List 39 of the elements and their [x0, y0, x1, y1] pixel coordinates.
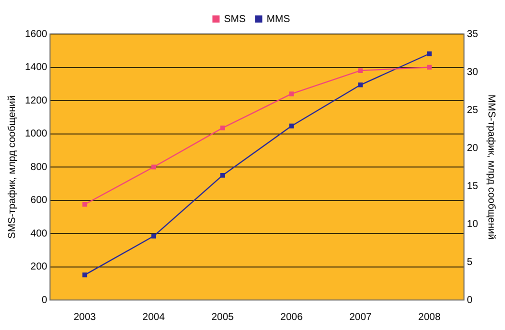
y2-tick-label: 15	[466, 180, 478, 192]
y2-tick-label: 10	[466, 218, 478, 230]
y-tick-label: 200	[30, 262, 48, 272]
point	[358, 82, 363, 88]
point	[82, 202, 88, 207]
x-tick-label: 2005	[211, 312, 234, 323]
y-tick-label: 0	[42, 294, 48, 306]
y2-tick-label: 30	[466, 66, 478, 78]
y2-tick-label: 20	[466, 142, 478, 154]
y2-tick-label: 5	[466, 256, 473, 268]
y2-tick-label: 35	[466, 28, 478, 40]
point	[220, 172, 225, 178]
y-tick-label: 1400	[24, 62, 48, 73]
legend-label: SMS	[224, 14, 246, 25]
point	[358, 68, 363, 73]
y-tick-label: 400	[30, 228, 48, 240]
legend-label: MMS	[266, 14, 290, 25]
y-tick-label: 1000	[24, 128, 48, 140]
y-tick-label: 1600	[24, 28, 48, 40]
y-tick-label: 800	[30, 162, 48, 173]
point	[220, 126, 225, 130]
y-tick-label: 600	[30, 195, 48, 206]
point	[427, 64, 432, 70]
x-tick-label: 2003	[74, 312, 96, 323]
point	[427, 51, 432, 56]
y2-tick-label: 0	[466, 294, 473, 306]
x-tick-label: 2007	[349, 312, 372, 323]
point	[289, 91, 294, 96]
point	[82, 272, 88, 278]
y2-axis-title: MMS-трафик, млрд сообщений	[485, 94, 496, 240]
y-tick-label: 1200	[24, 95, 48, 106]
x-tick-label: 2008	[418, 312, 441, 323]
point	[151, 164, 156, 170]
x-tick-label: 2006	[280, 312, 304, 323]
y-axis-title: SMS-трафик, млрд сообщений	[6, 95, 18, 239]
y2-tick-label: 25	[466, 104, 478, 116]
point	[151, 234, 156, 239]
point	[289, 124, 294, 128]
x-tick-label: 2004	[142, 312, 166, 323]
